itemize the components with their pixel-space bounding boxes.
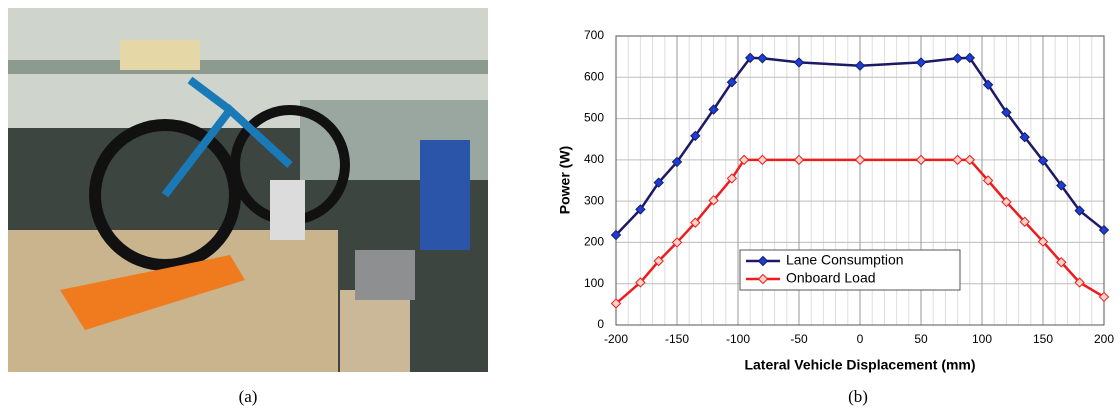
caption: (a) [239,387,258,406]
y-tick-label: 400 [584,152,604,166]
legend-label: Onboard Load [786,270,876,286]
x-tick-label: -150 [665,332,689,346]
marker [758,155,767,164]
marker [856,61,865,70]
x-axis-title: Lateral Vehicle Displacement (mm) [744,357,975,373]
caption: (b) [848,387,868,406]
y-tick-label: 600 [584,69,604,83]
y-tick-label: 700 [584,28,604,42]
x-tick-label: 200 [1094,332,1114,346]
x-tick-label: 50 [914,332,928,346]
figure: (a) (b) Lateral Vehicle Displacement (mm… [0,0,1120,412]
y-tick-label: 500 [584,111,604,125]
marker [795,155,804,164]
marker [758,54,767,63]
marker [856,155,865,164]
x-tick-label: 150 [1033,332,1053,346]
y-tick-label: 300 [584,193,604,207]
lab-photo [8,8,488,372]
legend-label: Lane Consumption [786,252,904,268]
x-tick-label: 100 [972,332,992,346]
marker [953,155,962,164]
x-tick-label: -100 [726,332,750,346]
marker [795,58,804,67]
marker [917,155,926,164]
marker [917,58,926,67]
x-tick-label: -200 [604,332,628,346]
x-tick-label: 0 [857,332,864,346]
y-tick-label: 100 [584,276,604,290]
y-tick-label: 0 [597,317,604,331]
x-tick-label: -50 [790,332,808,346]
y-axis-title: Power (W) [557,146,573,214]
marker [953,54,962,63]
y-tick-label: 200 [584,235,604,249]
